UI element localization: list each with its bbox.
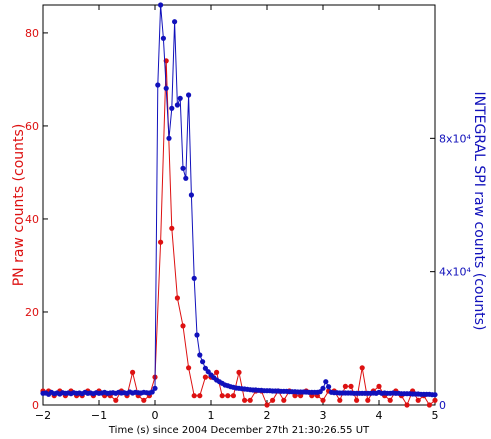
data-point: [247, 397, 253, 403]
x-tick-label: 5: [432, 409, 439, 422]
x-tick-label: −2: [35, 409, 51, 422]
data-point: [202, 374, 208, 380]
data-point: [197, 352, 203, 358]
data-point: [152, 385, 158, 391]
data-point: [149, 389, 155, 395]
x-tick-label: 1: [208, 409, 215, 422]
data-point: [292, 393, 298, 399]
x-tick-label: −1: [91, 409, 107, 422]
x-axis-label: Time (s) since 2004 December 27th 21:30:…: [108, 425, 370, 436]
left-tick-label: 20: [25, 306, 39, 319]
data-point: [270, 397, 276, 403]
data-point: [169, 225, 175, 231]
data-point: [320, 385, 326, 391]
data-point: [177, 95, 183, 101]
left-tick-label: 40: [25, 213, 39, 226]
data-point: [172, 19, 178, 25]
data-point: [426, 402, 432, 408]
data-point: [376, 383, 382, 389]
data-point: [155, 82, 161, 88]
data-point: [415, 397, 421, 403]
data-point: [160, 35, 166, 41]
series-integral-spi: [40, 2, 438, 398]
data-point: [348, 383, 354, 389]
x-tick-label: 2: [264, 409, 271, 422]
data-point: [200, 359, 206, 365]
right-tick-label: 4x10⁴: [439, 266, 472, 279]
left-tick-label: 80: [25, 27, 39, 40]
data-point: [141, 397, 147, 403]
data-point: [342, 383, 348, 389]
left-tick-label: 0: [32, 399, 39, 412]
data-point: [337, 397, 343, 403]
data-point: [236, 369, 242, 375]
data-point: [194, 332, 200, 338]
data-point: [320, 397, 326, 403]
plot-area: [42, 4, 436, 406]
data-point: [130, 369, 136, 375]
data-point: [169, 105, 175, 111]
left-axis-label: PN raw counts (counts): [11, 124, 27, 287]
data-point: [191, 393, 197, 399]
data-point: [365, 397, 371, 403]
data-point: [432, 397, 438, 403]
left-tick-label: 60: [25, 120, 39, 133]
data-point: [354, 397, 360, 403]
data-point: [183, 175, 189, 181]
x-tick-label: 0: [152, 409, 159, 422]
data-point: [242, 397, 248, 403]
data-point: [264, 402, 270, 408]
data-point: [180, 165, 186, 171]
data-point: [230, 393, 236, 399]
data-point: [323, 379, 329, 385]
x-tick-label: 4: [376, 409, 383, 422]
data-point: [174, 295, 180, 301]
right-tick-label: 0: [439, 399, 446, 412]
data-point: [197, 393, 203, 399]
data-point: [180, 323, 186, 329]
data-point: [359, 365, 365, 371]
data-point: [174, 102, 180, 108]
data-point: [188, 192, 194, 198]
data-point: [113, 397, 119, 403]
data-point: [214, 369, 220, 375]
data-point: [225, 393, 231, 399]
data-point: [158, 2, 164, 8]
x-tick-label: 3: [320, 409, 327, 422]
data-point: [404, 402, 410, 408]
data-point: [163, 85, 169, 91]
right-tick-label: 8x10⁴: [439, 132, 472, 145]
data-point: [166, 135, 172, 141]
series-layer: [40, 2, 438, 408]
data-point: [158, 239, 164, 245]
data-point: [191, 275, 197, 281]
data-point: [432, 392, 438, 398]
data-point: [186, 92, 192, 98]
data-point: [219, 393, 225, 399]
data-point: [387, 397, 393, 403]
data-point: [298, 393, 304, 399]
data-point: [281, 397, 287, 403]
data-point: [326, 384, 332, 390]
data-point: [186, 365, 192, 371]
right-axis-label: INTEGRAL SPI raw counts (counts): [471, 92, 487, 331]
